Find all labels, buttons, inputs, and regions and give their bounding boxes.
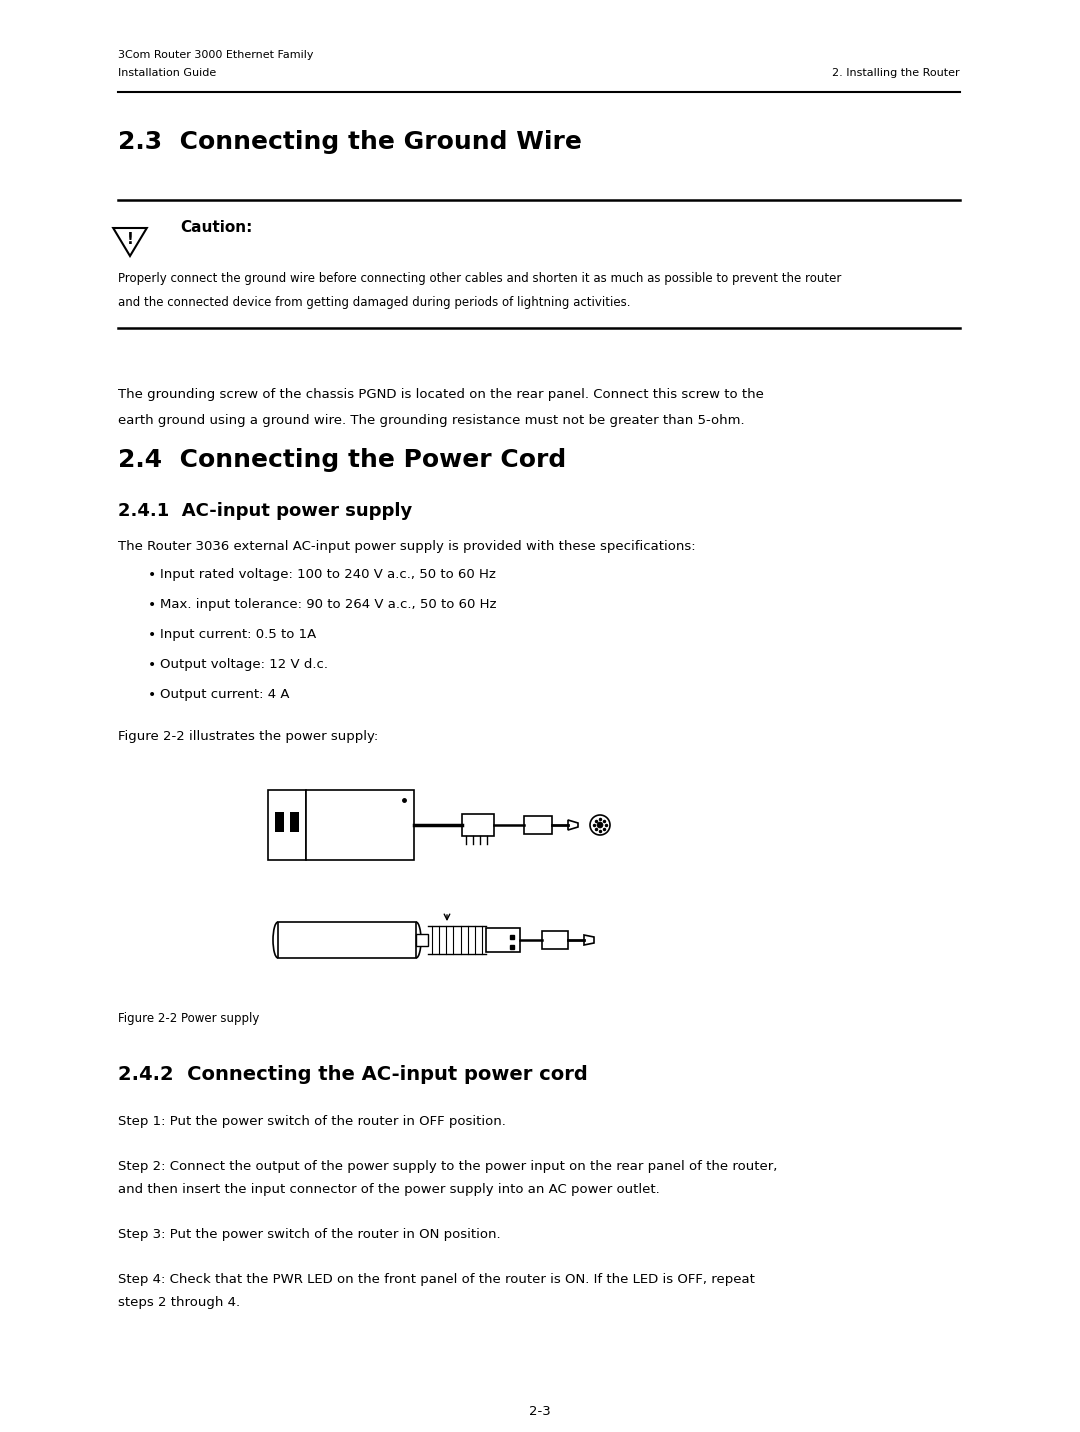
Bar <box>462 813 494 836</box>
Text: Figure 2-2 Power supply: Figure 2-2 Power supply <box>118 1012 259 1025</box>
Text: Output voltage: 12 V d.c.: Output voltage: 12 V d.c. <box>160 657 328 672</box>
Text: 2.4.2  Connecting the AC-input power cord: 2.4.2 Connecting the AC-input power cord <box>118 1065 588 1084</box>
Text: •: • <box>148 657 157 672</box>
Text: 3Com Router 3000 Ethernet Family: 3Com Router 3000 Ethernet Family <box>118 50 313 60</box>
Text: The Router 3036 external AC-input power supply is provided with these specificat: The Router 3036 external AC-input power … <box>118 540 696 553</box>
Text: Step 1: Put the power switch of the router in OFF position.: Step 1: Put the power switch of the rout… <box>118 1116 505 1128</box>
Text: Properly connect the ground wire before connecting other cables and shorten it a: Properly connect the ground wire before … <box>118 272 841 285</box>
Bar <box>542 931 568 949</box>
Text: Max. input tolerance: 90 to 264 V a.c., 50 to 60 Hz: Max. input tolerance: 90 to 264 V a.c., … <box>160 599 497 611</box>
Text: •: • <box>148 569 157 581</box>
Text: 2.3  Connecting the Ground Wire: 2.3 Connecting the Ground Wire <box>118 130 582 155</box>
Text: Caution:: Caution: <box>180 221 253 235</box>
Text: 2. Installing the Router: 2. Installing the Router <box>833 67 960 77</box>
Text: •: • <box>148 599 157 611</box>
Bar <box>291 812 299 832</box>
Text: 2-3: 2-3 <box>529 1405 551 1418</box>
Text: •: • <box>148 687 157 702</box>
Text: 2.4.1  AC-input power supply: 2.4.1 AC-input power supply <box>118 503 413 520</box>
Text: Step 3: Put the power switch of the router in ON position.: Step 3: Put the power switch of the rout… <box>118 1229 501 1242</box>
Text: steps 2 through 4.: steps 2 through 4. <box>118 1296 240 1309</box>
Text: Step 4: Check that the PWR LED on the front panel of the router is ON. If the LE: Step 4: Check that the PWR LED on the fr… <box>118 1273 755 1286</box>
Text: Installation Guide: Installation Guide <box>118 67 216 77</box>
Text: !: ! <box>126 232 134 246</box>
Bar <box>524 816 552 833</box>
Bar <box>416 934 428 947</box>
Text: and the connected device from getting damaged during periods of lightning activi: and the connected device from getting da… <box>118 296 631 309</box>
Text: earth ground using a ground wire. The grounding resistance must not be greater t: earth ground using a ground wire. The gr… <box>118 414 744 427</box>
Text: •: • <box>148 629 157 642</box>
Bar <box>278 922 416 958</box>
Bar <box>306 790 414 861</box>
Circle shape <box>597 822 603 828</box>
Bar <box>268 790 306 861</box>
Text: Figure 2-2 illustrates the power supply:: Figure 2-2 illustrates the power supply: <box>118 730 378 743</box>
Bar <box>486 928 519 952</box>
Text: 2.4  Connecting the Power Cord: 2.4 Connecting the Power Cord <box>118 448 566 473</box>
Text: Step 2: Connect the output of the power supply to the power input on the rear pa: Step 2: Connect the output of the power … <box>118 1160 778 1173</box>
Text: and then insert the input connector of the power supply into an AC power outlet.: and then insert the input connector of t… <box>118 1183 660 1196</box>
Text: Input current: 0.5 to 1A: Input current: 0.5 to 1A <box>160 629 316 642</box>
Text: Output current: 4 A: Output current: 4 A <box>160 687 289 702</box>
Bar <box>275 812 284 832</box>
Text: Input rated voltage: 100 to 240 V a.c., 50 to 60 Hz: Input rated voltage: 100 to 240 V a.c., … <box>160 569 496 581</box>
Text: The grounding screw of the chassis PGND is located on the rear panel. Connect th: The grounding screw of the chassis PGND … <box>118 388 764 401</box>
